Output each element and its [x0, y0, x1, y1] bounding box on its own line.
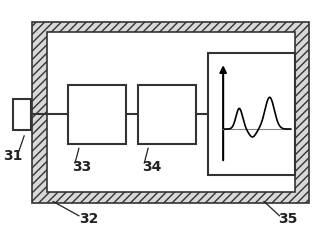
Text: 32: 32 [79, 212, 98, 225]
Bar [32, 22, 309, 203]
Text: 33: 33 [72, 160, 92, 174]
Text: 35: 35 [279, 212, 298, 225]
Bar [208, 54, 295, 176]
Bar [138, 86, 196, 144]
Text: 34: 34 [142, 160, 161, 174]
Bar [47, 33, 295, 193]
Bar [47, 33, 295, 193]
Bar [68, 86, 126, 144]
Bar [13, 99, 31, 131]
Text: 31: 31 [3, 148, 23, 162]
